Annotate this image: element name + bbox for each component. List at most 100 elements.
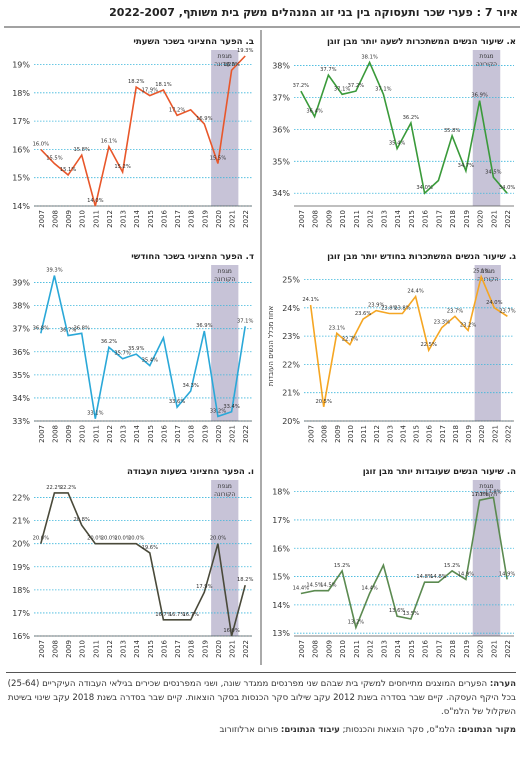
covid-shade xyxy=(472,480,501,636)
x-tick-label: 2014 xyxy=(394,639,402,657)
value-label: 35.4% xyxy=(142,358,159,364)
y-tick-label: 17% xyxy=(272,516,290,525)
x-tick-label: 2017 xyxy=(435,640,443,658)
x-tick-label: 2010 xyxy=(79,210,87,228)
x-tick-label: 2019 xyxy=(201,640,209,658)
value-label: 18.1% xyxy=(155,82,172,88)
value-label: 19.6% xyxy=(142,545,159,551)
x-tick-label: 2008 xyxy=(51,640,59,658)
value-label: 22.2% xyxy=(60,485,77,491)
x-tick-label: 2010 xyxy=(339,210,347,228)
y-tick-label: 23% xyxy=(282,332,300,341)
x-tick-label: 2014 xyxy=(133,639,141,657)
y-tick-label: 18% xyxy=(12,586,30,595)
value-label: 16.7% xyxy=(155,612,172,618)
value-label: 15.2% xyxy=(444,563,461,569)
x-tick-label: 2015 xyxy=(147,640,155,658)
panel-title: ב. הפער החציוני בשכר השעתי xyxy=(133,37,254,47)
y-tick-label: 34% xyxy=(12,394,30,403)
x-tick-label: 2018 xyxy=(188,425,196,443)
value-label: 17.9% xyxy=(196,584,213,590)
x-tick-label: 2022 xyxy=(242,640,250,658)
value-label: 37.2% xyxy=(348,83,365,89)
y-tick-label: 20% xyxy=(12,540,30,549)
value-label: 37.1% xyxy=(237,318,254,324)
x-tick-label: 2012 xyxy=(106,640,114,658)
value-label: 34.3% xyxy=(182,383,199,389)
x-tick-label: 2011 xyxy=(92,210,100,228)
y-tick-label: 16% xyxy=(272,544,290,553)
x-tick-label: 2020 xyxy=(215,425,223,443)
x-tick-label: 2010 xyxy=(79,640,87,658)
x-tick-label: 2009 xyxy=(65,640,73,658)
panel-title: ו. הפער החציוני בשעות העבודה xyxy=(127,467,254,477)
value-label: 16.0% xyxy=(33,141,50,147)
value-label: 22.5% xyxy=(420,342,437,348)
value-label: 14.8% xyxy=(416,574,433,580)
y-tick-label: 33% xyxy=(12,417,30,426)
processing-text: פורום ארלוזורוב xyxy=(219,725,279,735)
value-label: 16.7% xyxy=(169,612,186,618)
value-label: 20.0% xyxy=(87,536,104,542)
covid-label: מגפת xyxy=(218,268,232,275)
value-label: 15.8% xyxy=(73,147,90,153)
value-label: 23.9% xyxy=(368,303,385,309)
value-label: 13.2% xyxy=(348,620,365,626)
x-tick-label: 2017 xyxy=(174,425,182,443)
covid-label: מגפת xyxy=(479,53,493,60)
x-tick-label: 2008 xyxy=(321,425,329,443)
value-label: 24.1% xyxy=(302,297,319,303)
value-label: 36.9% xyxy=(471,93,488,99)
y-tick-label: 16% xyxy=(12,632,30,641)
value-label: 36.8% xyxy=(33,325,50,331)
x-tick-label: 2012 xyxy=(106,210,114,228)
y-tick-label: 20% xyxy=(282,417,300,426)
value-label: 35.4% xyxy=(389,141,406,147)
covid-label: הקורונה xyxy=(476,491,497,498)
x-tick-label: 2014 xyxy=(394,209,402,227)
x-tick-label: 2009 xyxy=(65,425,73,443)
x-tick-label: 2020 xyxy=(215,640,223,658)
value-label: 14.9% xyxy=(458,571,475,577)
x-tick-label: 2019 xyxy=(463,210,471,228)
value-label: 19.3% xyxy=(237,48,254,54)
x-tick-label: 2022 xyxy=(504,640,512,658)
x-tick-label: 2016 xyxy=(422,209,430,227)
value-label: 18.8% xyxy=(223,62,240,68)
value-label: 36.8% xyxy=(73,325,90,331)
x-tick-label: 2007 xyxy=(298,210,306,228)
value-label: 23.8% xyxy=(381,305,398,311)
value-label: 35.7% xyxy=(114,351,131,357)
value-label: 13.6% xyxy=(389,608,406,614)
source-text: הלמ"ס, סקר הוצאות והכנסות; xyxy=(342,725,456,735)
x-tick-label: 2009 xyxy=(325,640,333,658)
value-label: 37.7% xyxy=(320,67,337,73)
value-label: 23.6% xyxy=(355,311,372,317)
value-label: 38.1% xyxy=(361,54,378,60)
value-label: 23.2% xyxy=(460,322,477,328)
panel-title: ד. הפער החציוני בשכר החודשי xyxy=(131,252,254,262)
y-tick-label: 37% xyxy=(272,93,290,102)
x-tick-label: 2017 xyxy=(435,210,443,228)
y-tick-label: 22% xyxy=(12,494,30,503)
x-tick-label: 2018 xyxy=(188,210,196,228)
value-label: 15.2% xyxy=(114,164,131,170)
x-tick-label: 2015 xyxy=(147,210,155,228)
value-label: 14.0% xyxy=(87,198,104,204)
x-tick-label: 2009 xyxy=(334,425,342,443)
value-label: 20.5% xyxy=(315,399,332,405)
x-tick-label: 2019 xyxy=(463,640,471,658)
value-label: 33.1% xyxy=(87,411,104,417)
value-label: 23.7% xyxy=(499,308,516,314)
x-tick-label: 2011 xyxy=(353,640,361,658)
data-line xyxy=(40,275,246,419)
value-label: 18.2% xyxy=(237,577,254,583)
value-label: 14.5% xyxy=(320,583,337,589)
panel-title: ה. שיעור הנשים שעובדות יותר מבן זוגן xyxy=(363,467,516,477)
x-tick-label: 2012 xyxy=(367,210,375,228)
y-tick-label: 38% xyxy=(272,62,290,71)
x-tick-label: 2009 xyxy=(325,210,333,228)
source: מקור הנתונים: הלמ"ס, סקר הוצאות והכנסות;… xyxy=(6,723,516,737)
y-tick-label: 24% xyxy=(282,304,300,313)
value-label: 24.0% xyxy=(486,300,503,306)
